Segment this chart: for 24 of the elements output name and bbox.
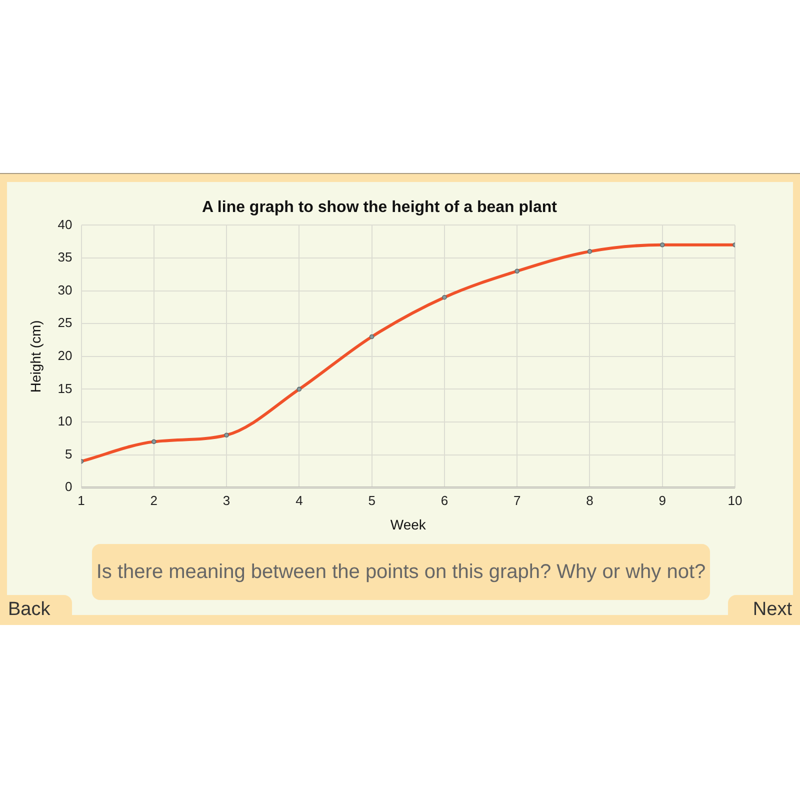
line-series	[81, 242, 735, 464]
x-tick-label: 8	[586, 492, 594, 508]
y-tick-label: 0	[65, 479, 72, 494]
y-tick-label: 25	[58, 315, 72, 330]
callout-box: Is there meaning between the points on this graph? Why or why not?	[92, 544, 710, 600]
y-tick-label: 30	[58, 282, 72, 298]
y-tick-label: 10	[58, 414, 72, 429]
chart-title: A line graph to show the height of a bean plant	[202, 199, 558, 216]
x-tick-label: 6	[440, 492, 448, 508]
x-tick-label: 3	[222, 492, 230, 508]
y-axis-title: Height (cm)	[27, 320, 44, 393]
y-tick-label: 40	[58, 216, 72, 232]
x-tick-label: 1	[78, 492, 85, 508]
y-tick-label: 20	[58, 348, 72, 363]
y-tick-label: 5	[65, 446, 72, 462]
x-tick-label: 10	[728, 492, 742, 508]
x-tick-label: 2	[150, 492, 158, 508]
x-tick-label: 9	[658, 492, 666, 508]
x-tick-label: 4	[296, 492, 303, 508]
y-tick-label: 15	[58, 380, 72, 396]
x-tick-label: 5	[368, 492, 376, 508]
x-tick-label: 7	[513, 492, 521, 508]
x-axis-title: Week	[390, 516, 427, 532]
y-tick-label: 35	[58, 250, 72, 265]
